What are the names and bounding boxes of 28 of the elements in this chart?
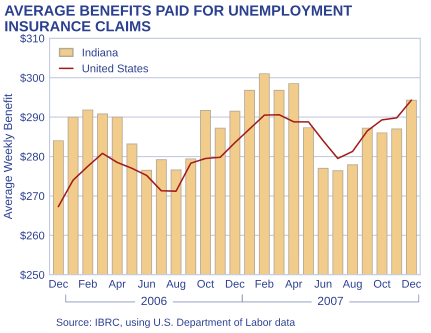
x-tick-label: Feb — [79, 280, 97, 288]
x-tick-label: Feb — [256, 280, 274, 288]
y-tick-label: $310 — [20, 34, 44, 44]
x-tick-label: Oct — [197, 280, 214, 288]
line-series — [58, 99, 412, 208]
y-tick-label: $290 — [20, 112, 44, 122]
y-tick-label: $250 — [20, 270, 44, 280]
x-tick-label: Dec — [402, 280, 421, 288]
text: 2007 — [318, 296, 344, 306]
x-tick-label: Aug — [342, 280, 362, 290]
x-tick-label: Jun — [138, 280, 155, 288]
x-tick-label: Aug — [166, 280, 186, 290]
x-tick-label: Apr — [285, 280, 302, 290]
text: 2006 — [141, 296, 167, 306]
y-axis-title: Average Weekly Benefit — [3, 94, 14, 220]
source-note: Source: IBRC, using U.S. Department of Labor data — [56, 318, 296, 328]
legend-label: United States — [82, 64, 148, 72]
x-tick-label: Apr — [108, 280, 126, 290]
legend-label: Indiana — [82, 48, 118, 56]
x-tick-label: Dec — [49, 280, 68, 288]
x-tick-label: Jun — [314, 280, 332, 288]
chart-title: AVERAGE BENEFITS PAID FOR UNEMPLOYMENT INSURANCE CLAIMS — [4, 5, 352, 32]
y-tick-label: $280 — [20, 152, 44, 162]
x-tick-label: Oct — [374, 280, 391, 288]
x-tick-label: Dec — [226, 280, 244, 288]
y-tick-label: $270 — [20, 192, 44, 201]
y-tick-label: $260 — [20, 231, 44, 240]
y-tick-label: $300 — [20, 74, 44, 82]
